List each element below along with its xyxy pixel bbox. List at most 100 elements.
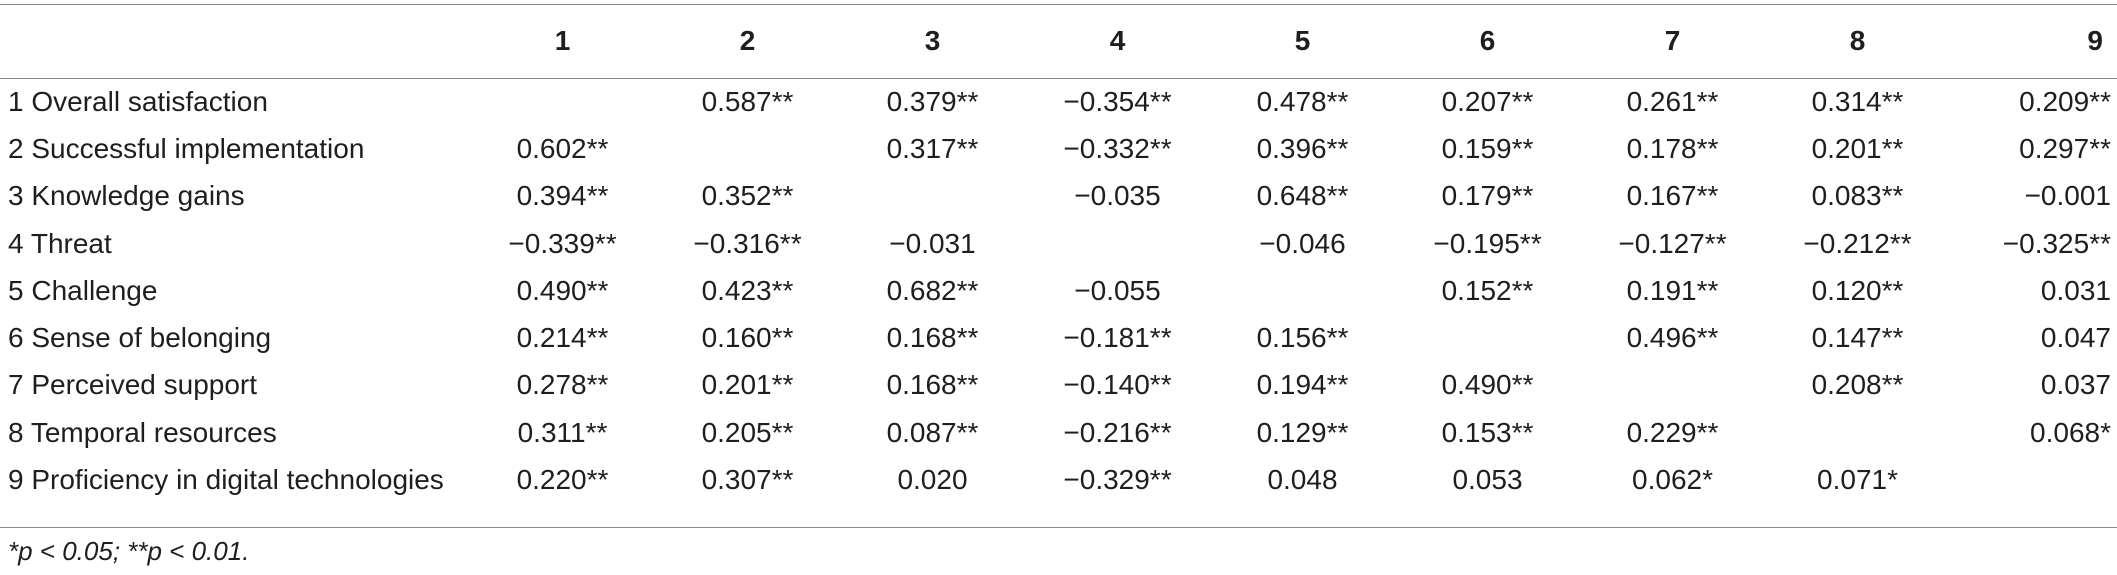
correlation-cell: 0.496** <box>1626 322 1719 354</box>
correlation-cell: −0.001 <box>2024 180 2111 212</box>
correlation-cell: 0.167** <box>1626 180 1719 212</box>
row-label: 8 Temporal resources <box>8 416 277 448</box>
correlation-cell: 0.307** <box>701 464 794 496</box>
correlation-cell: 0.068* <box>2030 416 2111 448</box>
header-cell-corner <box>0 4 470 78</box>
correlation-cell: −0.046 <box>1259 227 1346 259</box>
correlation-cell: 0.587** <box>701 85 794 117</box>
correlation-cell: 0.205** <box>701 416 794 448</box>
header-cell-3: 3 <box>924 25 941 56</box>
correlation-cell: 0.020 <box>897 464 968 496</box>
correlation-cell: 0.159** <box>1441 132 1534 164</box>
correlation-cell: 0.201** <box>701 369 794 401</box>
correlation-cell: 0.220** <box>516 464 609 496</box>
row-label: 2 Successful implementation <box>8 132 365 164</box>
correlation-cell: 0.682** <box>886 274 979 306</box>
correlation-cell: 0.156** <box>1256 322 1349 354</box>
correlation-cell: 0.120** <box>1811 274 1904 306</box>
row-label: 7 Perceived support <box>8 369 258 401</box>
correlation-cell: −0.332** <box>1063 132 1172 164</box>
correlation-cell: 0.209** <box>2019 85 2111 117</box>
header-cell-6: 6 <box>1479 25 1496 56</box>
correlation-cell: 0.152** <box>1441 274 1534 306</box>
correlation-cell <box>1210 267 1395 314</box>
correlation-cell: −0.127** <box>1618 227 1727 259</box>
correlation-cell <box>840 173 1025 220</box>
correlation-cell: 0.207** <box>1441 85 1534 117</box>
correlation-cell: −0.031 <box>889 227 976 259</box>
table-row: 7 Perceived support 0.278** 0.201** 0.168**… <box>0 362 2117 409</box>
correlation-cell: 0.047 <box>2040 322 2111 354</box>
table-bottom-rule <box>0 527 2117 528</box>
correlation-cell: 0.423** <box>701 274 794 306</box>
correlation-cell: 0.147** <box>1811 322 1904 354</box>
correlation-cell: 0.160** <box>701 322 794 354</box>
correlation-cell <box>655 125 840 172</box>
header-cell-9: 9 <box>2087 25 2103 56</box>
correlation-cell: −0.055 <box>1074 274 1161 306</box>
correlation-cell: 0.083** <box>1811 180 1904 212</box>
table-header-rule <box>0 78 2117 79</box>
correlation-cell: 0.037 <box>2040 369 2111 401</box>
row-label: 4 Threat <box>8 227 112 259</box>
correlation-cell: −0.339** <box>508 227 617 259</box>
row-label: 1 Overall satisfaction <box>8 85 268 117</box>
correlation-cell: 0.031 <box>2040 274 2111 306</box>
row-label: 9 Proficiency in digital technologies <box>8 464 444 496</box>
correlation-cell: −0.181** <box>1063 322 1172 354</box>
table-row: 4 Threat −0.339** −0.316** −0.031 −0.046 −0.1… <box>0 220 2117 267</box>
correlation-cell: −0.329** <box>1063 464 1172 496</box>
correlation-cell: −0.195** <box>1433 227 1542 259</box>
correlation-cell: 0.201** <box>1811 132 1904 164</box>
correlation-cell: −0.140** <box>1063 369 1172 401</box>
row-label: 6 Sense of belonging <box>8 322 272 354</box>
table-row: 8 Temporal resources 0.311** 0.205** 0.087*… <box>0 409 2117 456</box>
correlation-cell: 0.062* <box>1632 464 1713 496</box>
correlation-cell: 0.168** <box>886 369 979 401</box>
correlation-cell <box>1025 220 1210 267</box>
correlation-cell: 0.129** <box>1256 416 1349 448</box>
correlation-cell: 0.214** <box>516 322 609 354</box>
correlation-cell: 0.311** <box>517 416 608 448</box>
correlation-cell: −0.212** <box>1803 227 1912 259</box>
header-cell-1: 1 <box>554 25 571 56</box>
correlation-cell: 0.153** <box>1441 416 1534 448</box>
header-cell-5: 5 <box>1294 25 1311 56</box>
correlation-cell: 0.352** <box>701 180 794 212</box>
correlation-cell <box>470 78 655 125</box>
correlation-cell: 0.297** <box>2019 132 2111 164</box>
correlation-cell <box>1950 456 2117 503</box>
correlation-cell: −0.325** <box>2002 227 2111 259</box>
correlation-table: 1 2 3 4 5 6 7 8 9 1 Overall satisfaction… <box>0 4 2117 504</box>
row-label: 5 Challenge <box>8 274 158 306</box>
table-row: 6 Sense of belonging 0.214** 0.160** 0.168*… <box>0 314 2117 361</box>
table-top-rule <box>0 4 2117 5</box>
header-cell-7: 7 <box>1664 25 1681 56</box>
correlation-cell: 0.191** <box>1626 274 1719 306</box>
correlation-cell: 0.179** <box>1441 180 1534 212</box>
correlation-cell: 0.229** <box>1626 416 1719 448</box>
correlation-cell: 0.053 <box>1452 464 1523 496</box>
header-cell-4: 4 <box>1109 25 1126 56</box>
correlation-cell: 0.490** <box>1441 369 1534 401</box>
correlation-cell: 0.394** <box>516 180 609 212</box>
correlation-cell <box>1395 314 1580 361</box>
table-row: 2 Successful implementation 0.602** 0.317*… <box>0 125 2117 172</box>
correlation-cell: 0.317** <box>886 132 979 164</box>
correlation-cell: 0.071* <box>1817 464 1898 496</box>
correlation-cell: 0.048 <box>1267 464 1338 496</box>
correlation-cell: 0.314** <box>1811 85 1904 117</box>
correlation-cell: 0.208** <box>1811 369 1904 401</box>
table-body: 1 Overall satisfaction 0.587** 0.379** −0.3… <box>0 78 2117 504</box>
correlation-cell: 0.648** <box>1256 180 1349 212</box>
table-row: 1 Overall satisfaction 0.587** 0.379** −0.3… <box>0 78 2117 125</box>
correlation-cell: 0.602** <box>516 132 609 164</box>
table-row: 5 Challenge 0.490** 0.423** 0.682** −0.055 0.… <box>0 267 2117 314</box>
correlation-cell <box>1580 362 1765 409</box>
correlation-cell: −0.035 <box>1074 180 1161 212</box>
correlation-cell: −0.216** <box>1063 416 1172 448</box>
header-cell-8: 8 <box>1849 25 1866 56</box>
correlation-cell: 0.396** <box>1256 132 1349 164</box>
header-cell-2: 2 <box>739 25 756 56</box>
